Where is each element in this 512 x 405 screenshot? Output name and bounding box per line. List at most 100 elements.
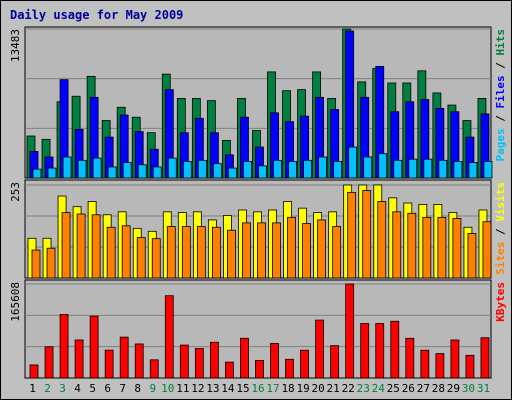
bar-sites-day-26 [407, 212, 417, 279]
panel-2: 253 Sites / Visits [9, 179, 507, 279]
bar-kbytes-day-10 [164, 295, 174, 379]
bar-pages-day-13 [212, 163, 222, 179]
bar-pages-day-11 [182, 161, 192, 179]
x-tick-day-21: 21 [327, 382, 340, 395]
x-tick-day-30: 30 [462, 382, 475, 395]
bar-kbytes-day-30 [465, 354, 475, 379]
bar-pages-day-23 [363, 156, 373, 179]
bar-pages-day-4 [77, 159, 87, 179]
bar-sites-day-16 [257, 222, 266, 279]
x-tick-day-14: 14 [221, 382, 235, 395]
bar-kbytes-day-24 [375, 323, 385, 379]
bar-pages-day-12 [197, 159, 207, 179]
x-tick-day-5: 5 [89, 382, 96, 395]
bar-kbytes-day-19 [300, 349, 309, 379]
bar-sites-day-6 [106, 226, 116, 279]
bar-sites-day-13 [211, 226, 221, 279]
bar-pages-day-3 [62, 156, 72, 179]
bar-pages-day-16 [258, 165, 267, 179]
x-axis-day-labels: 1 2 3 4 5 6 7 8 9 10 11 12 13 14 15 16 17 18 19 20 21 22 23 24 2… [29, 382, 490, 395]
x-tick-day-25: 25 [387, 382, 400, 395]
legend-entry: KBytes [494, 282, 507, 322]
bar-pages-day-29 [453, 161, 463, 179]
bar-sites-day-29 [452, 218, 462, 279]
bar-sites-day-28 [437, 216, 447, 279]
x-tick-day-8: 8 [134, 382, 141, 395]
bar-pages-day-6 [107, 166, 117, 179]
bar-sites-day-19 [302, 223, 311, 279]
y-max-label: 165608 [9, 282, 22, 322]
x-tick-day-26: 26 [402, 382, 415, 395]
bar-sites-day-1 [31, 249, 41, 279]
bar-kbytes-day-9 [149, 359, 159, 379]
x-tick-day-18: 18 [281, 382, 294, 395]
legend-entry: / [494, 109, 507, 129]
chart-title: Daily usage for May 2009 [10, 8, 183, 22]
x-tick-day-3: 3 [59, 382, 66, 395]
bar-kbytes-day-15 [240, 337, 249, 379]
y-max-label: 253 [9, 182, 22, 202]
bar-sites-day-11 [181, 226, 191, 279]
bar-sites-day-7 [121, 225, 131, 279]
bar-kbytes-day-8 [134, 343, 144, 379]
legend-entry: Pages [494, 128, 507, 161]
bar-pages-day-26 [408, 158, 418, 179]
bar-sites-day-31 [482, 221, 492, 279]
x-tick-day-1: 1 [29, 382, 36, 395]
x-tick-day-12: 12 [191, 382, 204, 395]
x-tick-day-17: 17 [266, 382, 279, 395]
bar-pages-day-10 [167, 157, 177, 179]
bar-pages-day-5 [92, 157, 102, 179]
bar-pages-day-8 [137, 164, 147, 179]
x-tick-day-29: 29 [447, 382, 460, 395]
bar-sites-day-17 [272, 222, 281, 279]
bar-kbytes-day-22 [345, 283, 355, 379]
bar-kbytes-day-28 [435, 353, 445, 379]
x-tick-day-31: 31 [477, 382, 490, 395]
bar-pages-day-21 [333, 161, 343, 179]
legend-entry: / [494, 56, 507, 76]
x-tick-day-4: 4 [74, 382, 81, 395]
legend-entry: Hits [494, 29, 507, 56]
panel-3: 165608 KBytes [9, 279, 507, 379]
bar-sites-day-27 [422, 216, 432, 279]
bar-kbytes-day-4 [74, 339, 84, 379]
x-tick-day-16: 16 [251, 382, 264, 395]
panel-1: 13483 Pages / Files / Hits [9, 26, 507, 179]
legend-entry: / [494, 222, 507, 242]
bar-sites-day-3 [61, 212, 71, 279]
x-tick-day-11: 11 [176, 382, 189, 395]
bar-pages-day-1 [32, 168, 42, 179]
bar-sites-day-4 [76, 213, 86, 279]
x-tick-day-15: 15 [236, 382, 249, 395]
bar-sites-day-20 [317, 219, 327, 279]
bar-kbytes-day-11 [179, 344, 189, 379]
x-tick-day-27: 27 [417, 382, 430, 395]
bar-kbytes-day-5 [89, 315, 99, 379]
panel-legend: Pages / Files / Hits [494, 29, 507, 162]
bar-kbytes-day-20 [315, 319, 325, 379]
bar-sites-day-10 [166, 226, 176, 279]
x-tick-day-24: 24 [372, 382, 386, 395]
x-tick-day-2: 2 [44, 382, 51, 395]
bar-kbytes-day-13 [209, 341, 219, 379]
bar-sites-day-14 [227, 229, 236, 279]
bar-kbytes-day-14 [225, 361, 234, 379]
bar-kbytes-day-31 [480, 337, 490, 379]
bar-pages-day-28 [438, 159, 448, 179]
legend-entry: Files [494, 75, 507, 108]
legend-entry: Visits [494, 182, 507, 222]
bar-kbytes-day-29 [450, 339, 460, 379]
bar-pages-day-30 [468, 162, 478, 179]
x-tick-day-23: 23 [357, 382, 370, 395]
bar-pages-day-18 [288, 161, 297, 179]
x-tick-day-6: 6 [104, 382, 111, 395]
bar-sites-day-8 [136, 237, 146, 279]
bar-pages-day-19 [303, 159, 312, 179]
x-tick-day-7: 7 [119, 382, 126, 395]
x-tick-day-20: 20 [312, 382, 325, 395]
x-tick-day-9: 9 [149, 382, 156, 395]
legend-entry: Sites [494, 242, 507, 275]
bar-pages-day-31 [483, 161, 493, 179]
